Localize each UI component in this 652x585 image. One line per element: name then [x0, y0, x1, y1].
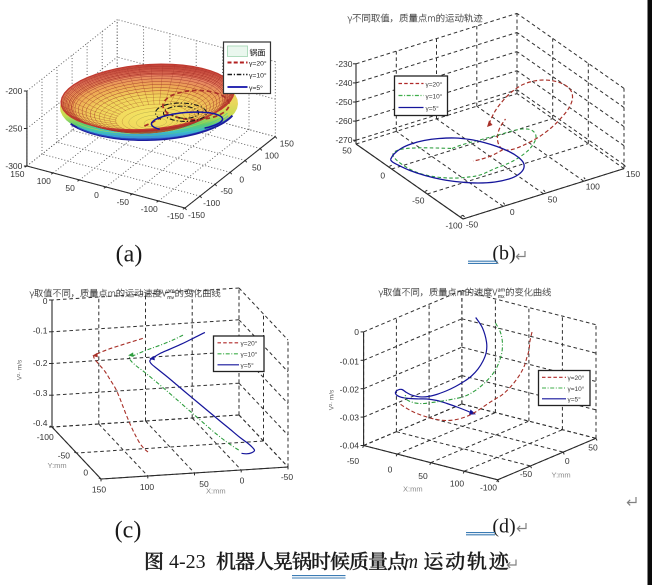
- svg-text:-0.3: -0.3: [33, 388, 48, 398]
- svg-text:-230: -230: [335, 59, 352, 69]
- svg-text:m: m: [404, 552, 418, 573]
- svg-text:-240: -240: [335, 78, 352, 88]
- svg-text:100: 100: [37, 176, 51, 186]
- svg-text:γ=5°: γ=5°: [249, 84, 263, 92]
- svg-text:γ=20°: γ=20°: [249, 60, 267, 68]
- svg-text:-50: -50: [520, 469, 533, 479]
- svg-text:γ=20°: γ=20°: [241, 340, 258, 348]
- svg-text:-0.03: -0.03: [340, 413, 360, 423]
- svg-text:(c): (c): [115, 518, 142, 544]
- svg-text:-0.04: -0.04: [340, 441, 360, 451]
- svg-text:50: 50: [65, 183, 75, 193]
- svg-text:-150: -150: [188, 210, 205, 220]
- svg-text:50: 50: [588, 443, 598, 453]
- svg-text:0: 0: [240, 476, 245, 486]
- svg-text:0: 0: [388, 465, 393, 475]
- svg-text:-150: -150: [167, 211, 184, 221]
- svg-text:0: 0: [239, 174, 244, 184]
- svg-text:-50: -50: [412, 196, 425, 206]
- svg-text:Y:mm: Y:mm: [552, 471, 571, 480]
- svg-text:-50: -50: [466, 220, 479, 230]
- svg-text:X:mm: X:mm: [403, 485, 423, 494]
- svg-text:-100: -100: [141, 204, 158, 214]
- svg-text:100: 100: [265, 151, 279, 161]
- svg-text:-260: -260: [335, 116, 352, 126]
- svg-text:0: 0: [83, 467, 88, 477]
- svg-text:-100: -100: [480, 483, 497, 493]
- svg-text:(b): (b): [492, 243, 515, 265]
- svg-text:-100: -100: [445, 221, 462, 231]
- svg-text:Y:mm: Y:mm: [48, 461, 67, 470]
- svg-text:γ=10°: γ=10°: [249, 72, 267, 80]
- svg-text:-100: -100: [37, 432, 54, 442]
- svg-text:150: 150: [10, 169, 24, 179]
- svg-text:50: 50: [199, 479, 209, 489]
- svg-text:0: 0: [354, 327, 359, 337]
- svg-text:-50: -50: [117, 197, 130, 207]
- svg-text:-50: -50: [220, 186, 233, 196]
- svg-text:γ=5°: γ=5°: [426, 104, 440, 112]
- svg-text:-50: -50: [58, 450, 71, 460]
- svg-text:-100: -100: [203, 198, 220, 208]
- svg-text:-0.01: -0.01: [340, 357, 360, 367]
- svg-text:-250: -250: [335, 97, 352, 107]
- svg-text:50: 50: [342, 146, 352, 156]
- svg-text:0: 0: [43, 296, 48, 306]
- svg-text:-250: -250: [5, 124, 22, 134]
- svg-text:0: 0: [94, 190, 99, 200]
- svg-text:50: 50: [548, 194, 558, 204]
- svg-text:-270: -270: [335, 135, 352, 145]
- svg-text:γ=10°: γ=10°: [426, 92, 443, 100]
- svg-text:150: 150: [92, 485, 106, 495]
- svg-text:0: 0: [510, 207, 515, 217]
- svg-text:50: 50: [252, 162, 262, 172]
- svg-text:100: 100: [140, 482, 154, 492]
- svg-text:γ=10°: γ=10°: [241, 351, 258, 359]
- svg-text:γ=20°: γ=20°: [426, 80, 443, 88]
- svg-text:V²∙ m/s: V²∙ m/s: [17, 359, 24, 380]
- svg-text:γ=5°: γ=5°: [568, 396, 582, 404]
- svg-text:-0.02: -0.02: [340, 385, 360, 395]
- svg-text:-50: -50: [347, 456, 360, 466]
- svg-text:0: 0: [565, 456, 570, 466]
- svg-text:0: 0: [380, 171, 385, 181]
- svg-text:-300: -300: [5, 161, 22, 171]
- svg-text:100: 100: [450, 479, 464, 489]
- svg-text:4-23: 4-23: [169, 551, 206, 573]
- svg-text:γ=5°: γ=5°: [241, 362, 255, 370]
- svg-text:(d): (d): [492, 516, 515, 538]
- svg-text:50: 50: [418, 471, 428, 481]
- svg-text:100: 100: [586, 182, 600, 192]
- svg-text:150: 150: [626, 169, 640, 179]
- svg-text:-0.4: -0.4: [33, 418, 48, 428]
- svg-text:V²∙ m/s: V²∙ m/s: [329, 389, 336, 410]
- svg-text:-0.1: -0.1: [33, 326, 48, 336]
- svg-text:γ=10°: γ=10°: [568, 385, 585, 393]
- svg-text:(a): (a): [116, 242, 143, 268]
- svg-text:-50: -50: [281, 472, 294, 482]
- svg-text:-200: -200: [5, 86, 22, 96]
- svg-text:γ=20°: γ=20°: [568, 374, 585, 382]
- svg-text:X:mm: X:mm: [206, 487, 226, 496]
- svg-text:150: 150: [280, 139, 294, 149]
- svg-text:-0.2: -0.2: [33, 358, 48, 368]
